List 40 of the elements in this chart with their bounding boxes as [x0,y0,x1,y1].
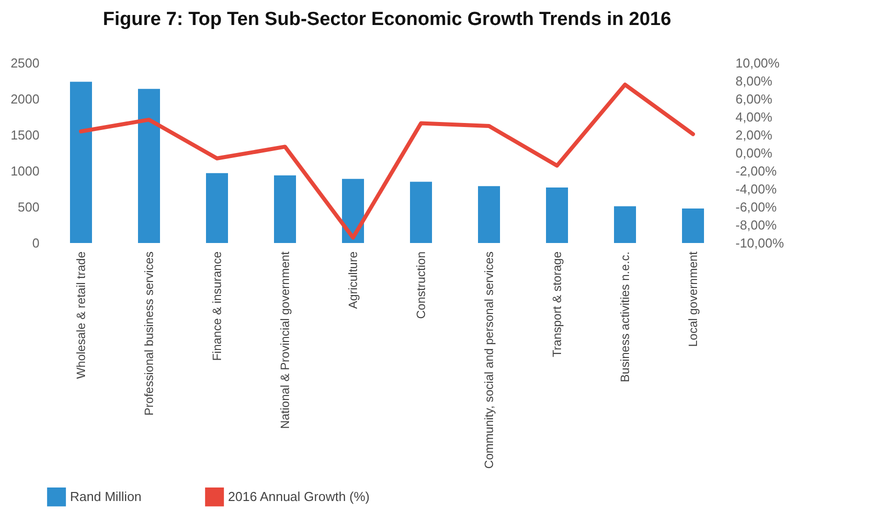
y2-tick-label: -10,00% [736,236,784,250]
bar [546,188,568,243]
y-tick-label: 0 [32,236,40,250]
y2-tick-label: -8,00% [736,218,778,232]
y2-tick-label: -6,00% [736,200,778,214]
chart-title: Figure 7: Top Ten Sub-Sector Economic Growth Trends in 2016 [102,9,672,30]
y-tick-label: 2000 [10,92,40,106]
x-tick-label: Wholesale & retail trade [74,251,88,379]
y2-tick-label: 6,00% [736,92,773,106]
bar [138,88,160,243]
x-tick-label: Community, social and personal services [482,252,496,469]
bar [206,173,228,243]
y2-tick-label: 4,00% [736,110,773,124]
x-tick-label: Construction [414,252,428,319]
y2-tick-label: 2,00% [736,128,773,142]
x-tick-label: Agriculture [346,251,360,309]
y2-tick-label: 0,00% [736,146,773,160]
x-tick-label: National & Provincial government [278,250,292,429]
bar [70,82,92,243]
x-tick-label: Local government [686,250,700,347]
bar [614,206,636,243]
line-series [79,82,695,240]
legend-label: Rand Million [70,488,142,504]
y-tick-label: 500 [18,200,40,214]
bar [478,186,500,243]
bar [274,175,296,243]
x-tick-label: Business activities n.e.c. [618,252,632,382]
y-tick-label: 1000 [10,164,40,178]
y-tick-label: 1500 [10,128,40,142]
legend-label: 2016 Annual Growth (%) [228,488,370,504]
x-tick-label: Transport & storage [550,251,564,358]
y2-tick-label: 8,00% [736,74,773,88]
x-tick-label: Finance & insurance [210,251,224,361]
y2-tick-label: 10,00% [736,56,780,70]
y2-tick-label: -2,00% [736,164,778,178]
y-tick-label: 2500 [10,56,40,70]
bar [682,208,704,243]
bar [410,182,432,243]
y2-tick-label: -4,00% [736,182,778,196]
x-tick-label: Professional business services [142,252,156,416]
